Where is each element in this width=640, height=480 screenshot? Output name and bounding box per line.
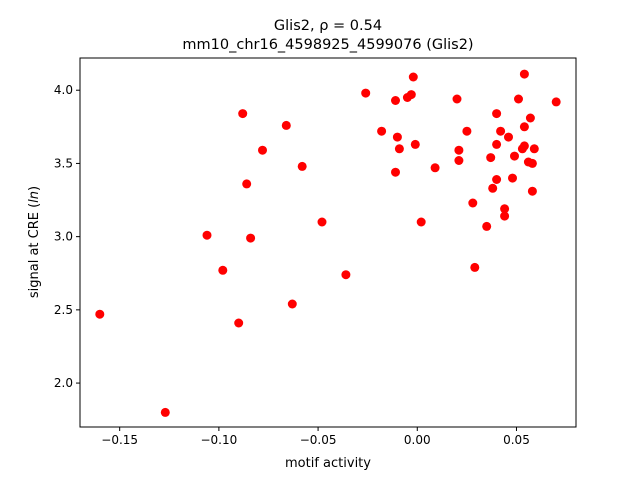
data-point (492, 109, 502, 119)
data-point (525, 113, 535, 123)
data-point (297, 161, 307, 171)
y-tick-label: 2.0 (54, 376, 73, 390)
data-point (454, 145, 464, 155)
y-tick-label: 3.5 (54, 156, 73, 170)
data-point (218, 265, 228, 275)
data-point (551, 97, 561, 107)
data-point (242, 179, 252, 189)
chart-title-line2: mm10_chr16_4598925_4599076 (Glis2) (182, 37, 473, 53)
data-point (510, 151, 519, 161)
data-point (234, 318, 244, 328)
data-point (519, 141, 529, 151)
data-point (391, 96, 400, 105)
y-axis-ticks: 2.0 2.5 3.0 3.5 4.0 (54, 83, 80, 390)
data-point (496, 126, 506, 136)
x-tick-label: 0.05 (503, 433, 530, 447)
x-tick-label: 0.00 (404, 433, 431, 447)
y-tick-label: 2.5 (54, 303, 73, 317)
data-point (519, 69, 529, 79)
data-point (468, 198, 478, 208)
x-tick-label: −0.15 (101, 433, 138, 447)
data-point (406, 90, 416, 100)
x-axis-label: motif activity (285, 456, 371, 471)
data-point (486, 153, 496, 163)
data-point (392, 132, 402, 142)
data-point (410, 139, 420, 149)
data-point (391, 167, 400, 177)
data-point (416, 217, 426, 227)
data-point (452, 94, 462, 104)
data-point (281, 120, 291, 130)
data-point (246, 233, 256, 243)
data-point (519, 122, 529, 132)
data-point (482, 221, 492, 231)
data-point (317, 217, 327, 227)
data-point (341, 270, 351, 280)
data-point (202, 230, 212, 240)
data-point (408, 72, 418, 82)
x-axis-ticks: −0.15 −0.10 −0.05 0.00 0.05 (101, 427, 530, 447)
x-tick-label: −0.10 (200, 433, 237, 447)
data-point (508, 173, 517, 183)
data-point (527, 158, 537, 168)
data-point (504, 132, 513, 142)
data-point (500, 211, 510, 221)
chart-title-line1: Glis2, ρ = 0.54 (274, 18, 382, 34)
plot-frame (79, 57, 577, 428)
data-point (492, 175, 502, 184)
y-tick-label: 3.0 (54, 230, 73, 244)
data-point (500, 204, 510, 214)
y-axis-label: signal at CRE (ln) (27, 186, 42, 298)
data-point (514, 94, 523, 104)
data-point (454, 156, 464, 165)
data-point (488, 183, 498, 193)
data-point (527, 186, 537, 196)
data-point (470, 262, 480, 272)
data-points (95, 69, 561, 417)
data-point (95, 309, 105, 319)
data-point (258, 145, 267, 155)
data-point (430, 163, 440, 173)
data-point (462, 126, 472, 136)
data-point (361, 88, 371, 98)
data-point (529, 144, 539, 154)
data-point (394, 144, 404, 154)
y-tick-label: 4.0 (54, 83, 73, 97)
x-tick-label: −0.05 (300, 433, 337, 447)
data-point (160, 407, 170, 417)
data-point (287, 299, 297, 309)
data-point (238, 109, 248, 119)
data-point (377, 126, 387, 136)
data-point (492, 139, 502, 149)
